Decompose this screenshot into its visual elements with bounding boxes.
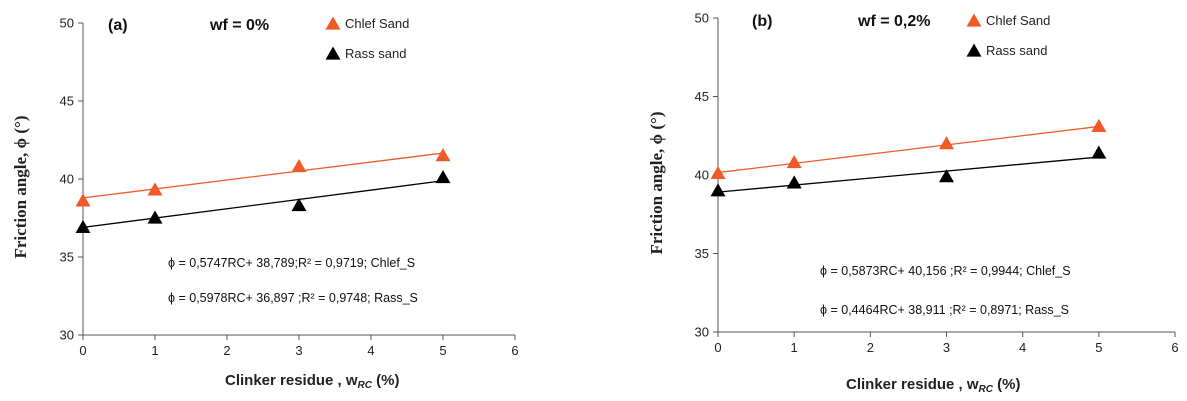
trend-line-rass bbox=[82, 180, 444, 229]
x-tick-label: 2 bbox=[223, 343, 230, 358]
y-tick-label: 35 bbox=[60, 250, 74, 265]
y-tick-label: 45 bbox=[60, 94, 74, 109]
data-point-chlef bbox=[435, 148, 451, 162]
data-point-chlef bbox=[786, 154, 802, 169]
y-tick-label: 45 bbox=[695, 89, 709, 104]
data-point-rass bbox=[1091, 145, 1107, 159]
x-tick-label: 1 bbox=[151, 343, 158, 358]
trend-line-chlef bbox=[717, 125, 1099, 174]
legend-marker bbox=[325, 16, 341, 30]
x-axis-label-main: Clinker residue , w bbox=[225, 372, 358, 389]
x-tick-label: 5 bbox=[1095, 340, 1102, 355]
x-tick-label: 1 bbox=[791, 340, 798, 355]
panel-label: (b) bbox=[752, 13, 772, 30]
data-point-rass bbox=[435, 169, 451, 184]
data-point-rass bbox=[75, 219, 91, 233]
x-tick-label: 3 bbox=[295, 343, 302, 358]
legend-marker bbox=[966, 13, 982, 27]
trend-line-chlef bbox=[82, 152, 444, 199]
x-tick-label: 3 bbox=[943, 340, 950, 355]
data-point-rass bbox=[710, 183, 726, 197]
data-point-chlef bbox=[147, 182, 163, 196]
x-tick-label: 4 bbox=[367, 343, 374, 358]
x-axis-label-main: Clinker residue , w bbox=[846, 376, 979, 393]
condition-label: wf = 0% bbox=[209, 17, 269, 34]
trend-equation: ϕ = 0,5873RC+ 40,156 ;R² = 0,9944; Chlef… bbox=[820, 264, 1071, 278]
trend-equation: ϕ = 0,5978RC+ 36,897 ;R² = 0,9748; Rass_… bbox=[168, 291, 418, 305]
legend-label: Rass sand bbox=[986, 43, 1047, 58]
trend-equation: ϕ = 0,4464RC+ 38,911 ;R² = 0,8971; Rass_… bbox=[820, 303, 1069, 317]
x-tick-label: 6 bbox=[1171, 340, 1178, 355]
x-tick-label: 5 bbox=[439, 343, 446, 358]
data-point-rass bbox=[786, 175, 802, 189]
legend-marker bbox=[966, 43, 982, 57]
panel-label: (a) bbox=[108, 17, 128, 34]
x-tick-label: 4 bbox=[1019, 340, 1026, 355]
y-tick-label: 40 bbox=[60, 172, 74, 187]
data-point-chlef bbox=[710, 165, 726, 180]
data-point-chlef bbox=[291, 159, 307, 173]
data-point-rass bbox=[939, 169, 954, 183]
x-axis-label-subscript: RC bbox=[979, 384, 994, 395]
y-tick-label: 35 bbox=[695, 246, 709, 261]
x-tick-label: 6 bbox=[511, 343, 518, 358]
x-axis-label-subscript: RC bbox=[358, 380, 373, 391]
data-point-rass bbox=[291, 198, 307, 212]
x-tick-label: 2 bbox=[867, 340, 874, 355]
trend-equation: ϕ = 0,5747RC+ 38,789;R² = 0,9719; Chlef_… bbox=[168, 256, 415, 270]
legend-label: Rass sand bbox=[345, 46, 406, 61]
x-axis-label-unit: (%) bbox=[372, 372, 400, 389]
legend-label: Chlef Sand bbox=[986, 13, 1050, 28]
x-axis-label: Clinker residue , wRC (%) bbox=[225, 372, 400, 391]
x-axis-label: Clinker residue , wRC (%) bbox=[846, 376, 1021, 395]
y-tick-label: 30 bbox=[60, 328, 74, 343]
legend-label: Chlef Sand bbox=[345, 16, 409, 31]
data-point-chlef bbox=[939, 136, 954, 150]
legend-marker bbox=[325, 46, 341, 60]
x-tick-label: 0 bbox=[79, 343, 86, 358]
y-tick-label: 30 bbox=[695, 325, 709, 340]
x-axis-label-unit: (%) bbox=[993, 376, 1021, 393]
y-axis-label: Friction angle, ϕ (°) bbox=[647, 112, 666, 255]
trend-line-rass bbox=[717, 156, 1099, 193]
x-tick-label: 0 bbox=[714, 340, 721, 355]
data-point-chlef bbox=[1091, 118, 1107, 132]
data-point-rass bbox=[147, 210, 163, 224]
y-axis-label: Friction angle, ϕ (°) bbox=[11, 116, 30, 259]
y-tick-label: 50 bbox=[695, 11, 709, 26]
y-tick-label: 50 bbox=[60, 16, 74, 31]
y-tick-label: 40 bbox=[695, 168, 709, 183]
condition-label: wf = 0,2% bbox=[857, 13, 930, 30]
data-point-chlef bbox=[75, 193, 91, 207]
